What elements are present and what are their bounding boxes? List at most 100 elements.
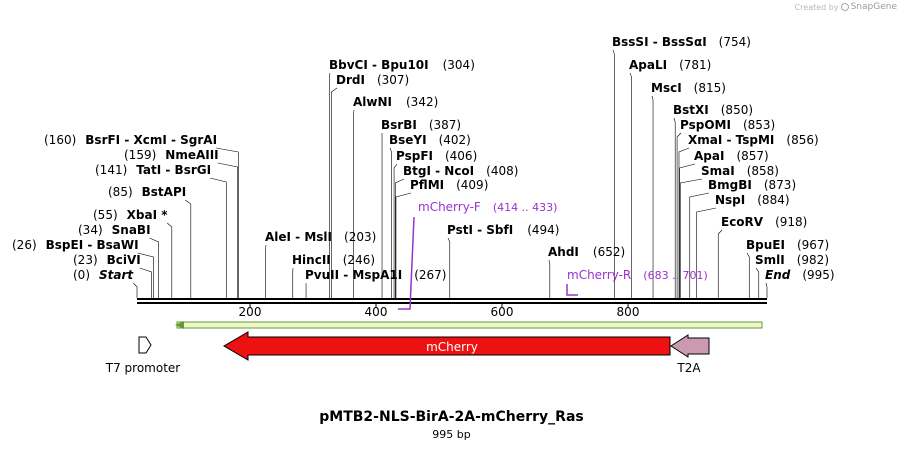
site-leader-line: [612, 49, 615, 298]
site-position: (267): [414, 268, 446, 282]
site-label[interactable]: PflMI (409): [410, 178, 488, 192]
site-label[interactable]: BmgBI (873): [708, 178, 796, 192]
site-label[interactable]: BstXI (850): [673, 103, 753, 117]
site-name: NmeAIII: [165, 148, 218, 162]
feature-t2a[interactable]: [670, 334, 710, 358]
site-label[interactable]: SmlI (982): [755, 253, 829, 267]
site-label[interactable]: XmaI - TspMI (856): [688, 133, 819, 147]
site-position: (815): [694, 81, 726, 95]
site-position: (304): [443, 58, 475, 72]
backbone-bottom-strand: [137, 302, 767, 304]
site-leader-line: [149, 237, 159, 298]
site-label[interactable]: MscI (815): [651, 81, 726, 95]
site-label[interactable]: BssSI - BssSαI (754): [612, 35, 751, 49]
site-label[interactable]: BsrBI (387): [381, 118, 461, 132]
site-label[interactable]: EcoRV (918): [721, 215, 807, 229]
site-label[interactable]: (0) Start: [73, 268, 134, 282]
site-label[interactable]: ApaI (857): [694, 149, 769, 163]
site-name: AlwNI: [353, 95, 392, 109]
site-label[interactable]: (26) BspEI - BsaWI: [12, 238, 139, 252]
site-name: BbvCI - Bpu10I: [329, 58, 429, 72]
site-leader-line: [393, 163, 398, 298]
ruler-tick-label: 800: [617, 305, 640, 319]
site-label[interactable]: DrdI (307): [336, 73, 409, 87]
site-leader-line: [216, 147, 239, 298]
site-label[interactable]: PspFI (406): [396, 149, 477, 163]
orf-bar[interactable]: [176, 321, 763, 329]
site-label[interactable]: End (995): [765, 268, 835, 282]
site-label[interactable]: (159) NmeAIII: [124, 148, 219, 162]
site-position: (781): [679, 58, 711, 72]
site-label[interactable]: PvuII - MspA1I (267): [305, 268, 446, 282]
site-label[interactable]: NspI (884): [715, 193, 790, 207]
site-label[interactable]: PspOMI (853): [680, 118, 775, 132]
site-label[interactable]: BseYI (402): [389, 133, 471, 147]
feature-mcherry[interactable]: [223, 331, 671, 361]
primer-name: mCherry-F: [418, 200, 481, 214]
site-label[interactable]: (34) SnaBI: [78, 223, 151, 237]
site-name: BsrFI - XcmI - SgrAI: [85, 133, 217, 147]
site-name: BstXI: [673, 103, 709, 117]
primer-mcherry-r-mark[interactable]: [566, 284, 578, 296]
primer-mcherry-f-mark[interactable]: [398, 216, 415, 310]
ruler: 200 400 600 800: [239, 304, 640, 319]
orf-arrowhead: [175, 321, 184, 329]
site-label[interactable]: PstI - SbfI (494): [447, 223, 559, 237]
site-name: TatI - BsrGI: [136, 163, 211, 177]
snapgene-logo-icon: [840, 3, 849, 11]
site-label[interactable]: AleI - MslI (203): [265, 230, 376, 244]
plasmid-title: pMTB2-NLS-BirA-2A-mCherry_Ras: [319, 409, 584, 425]
site-leader-line: [678, 147, 690, 298]
site-label[interactable]: AlwNI (342): [353, 95, 438, 109]
primer-label-mcherry-f[interactable]: mCherry-F (414 .. 433): [418, 200, 557, 214]
site-name: BtgI - NcoI: [403, 164, 474, 178]
site-label[interactable]: ApaLI (781): [629, 58, 711, 72]
site-name: ApaI: [694, 149, 724, 163]
site-position: (203): [344, 230, 376, 244]
site-position: (873): [764, 178, 796, 192]
site-label[interactable]: BbvCI - Bpu10I (304): [329, 58, 475, 72]
site-label[interactable]: BpuEI (967): [746, 238, 829, 252]
site-label[interactable]: (85) BstAPI: [108, 185, 186, 199]
site-name: AhdI: [548, 245, 579, 259]
site-leader-line: [389, 147, 392, 298]
site-label[interactable]: (160) BsrFI - XcmI - SgrAI: [44, 133, 217, 147]
feature-t7-promoter[interactable]: [138, 336, 152, 354]
site-leader-line: [746, 252, 750, 298]
feature-label-t7-promoter: T7 promoter: [105, 361, 181, 375]
site-position: (34): [78, 223, 103, 237]
site-label[interactable]: SmaI (858): [701, 164, 779, 178]
site-name: EcoRV: [721, 215, 764, 229]
site-label[interactable]: HincII (246): [292, 253, 375, 267]
site-leader-line: [679, 178, 703, 298]
site-name: PflMI: [410, 178, 444, 192]
site-name: Start: [99, 268, 134, 282]
site-leader-line: [689, 192, 710, 298]
site-leader-line: [217, 162, 238, 298]
site-leader-line: [210, 177, 227, 298]
site-position: (387): [429, 118, 461, 132]
site-position: (995): [802, 268, 834, 282]
site-label[interactable]: (141) TatI - BsrGI: [95, 163, 211, 177]
site-position: (141): [95, 163, 127, 177]
site-label[interactable]: (23) BciVI: [73, 253, 141, 267]
site-position: (246): [343, 253, 375, 267]
site-position: (857): [736, 149, 768, 163]
site-label[interactable]: (55) XbaI *: [93, 208, 168, 222]
site-name: BspEI - BsaWI: [46, 238, 139, 252]
site-label[interactable]: AhdI (652): [548, 245, 625, 259]
site-position: (85): [108, 185, 133, 199]
primer-range: (683 .. 701): [643, 269, 708, 282]
site-name: AleI - MslI: [265, 230, 332, 244]
site-position: (23): [73, 253, 98, 267]
site-name: NspI: [715, 193, 745, 207]
site-leader-line: [755, 267, 760, 298]
site-position: (858): [747, 164, 779, 178]
site-label[interactable]: BtgI - NcoI (408): [403, 164, 518, 178]
site-leader-line: [765, 282, 768, 298]
ruler-tick-label: 400: [365, 305, 388, 319]
site-leader-line: [137, 252, 154, 298]
site-position: (402): [439, 133, 471, 147]
primer-label-mcherry-r[interactable]: mCherry-R (683 .. 701): [567, 268, 708, 282]
